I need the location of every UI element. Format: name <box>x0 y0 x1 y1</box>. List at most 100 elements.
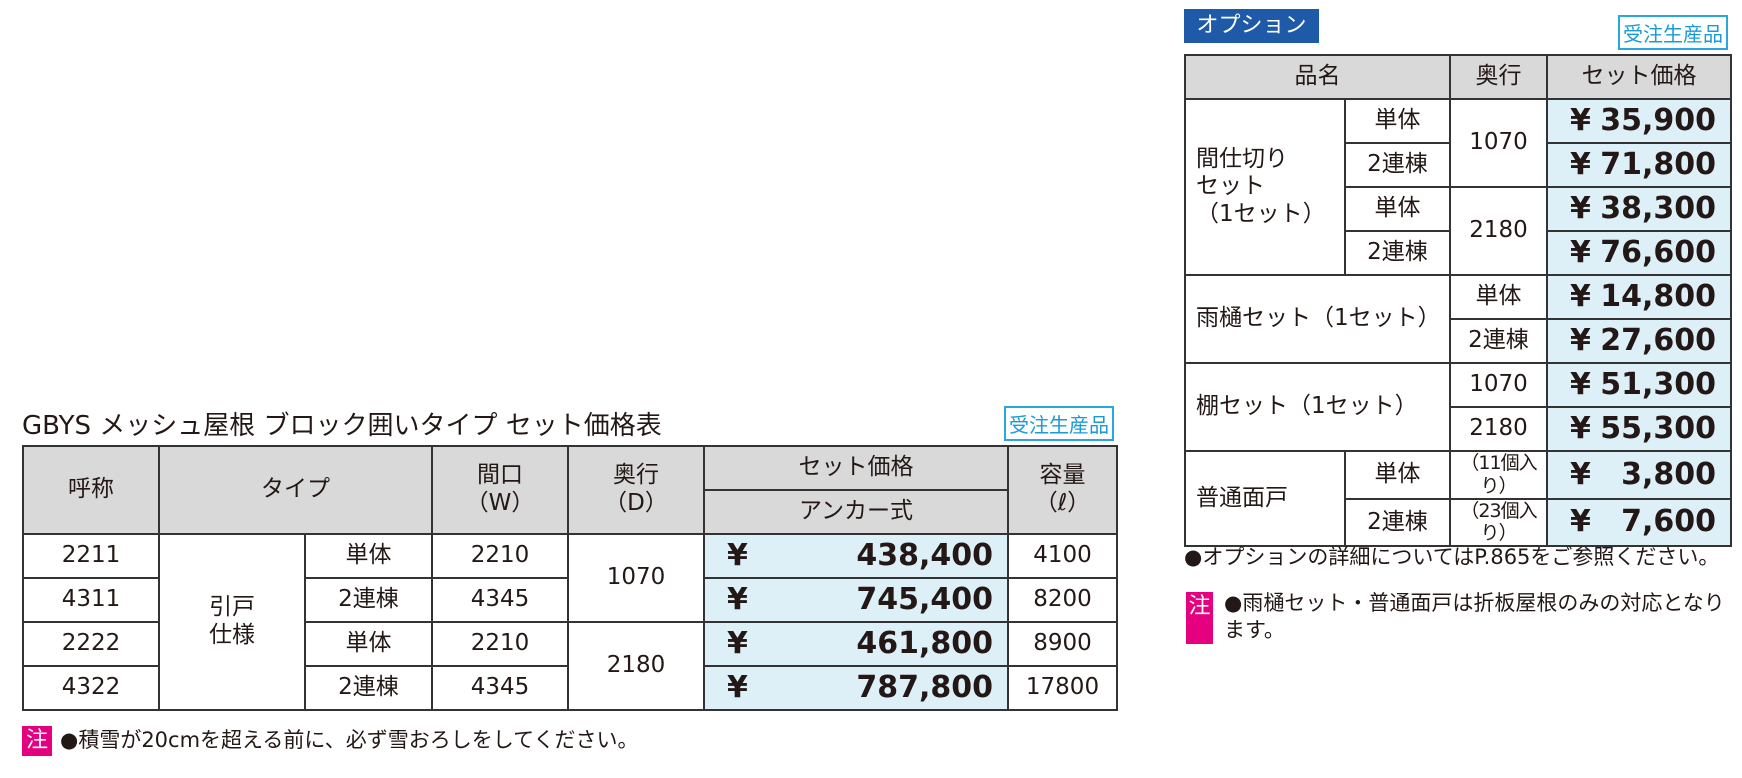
note-mark: 注 <box>1186 592 1213 644</box>
cell: 単体 <box>304 533 433 579</box>
price: ¥461,800 <box>705 626 1007 662</box>
amount: 3,800 <box>1621 456 1716 492</box>
cell: 8900 <box>1007 621 1118 667</box>
currency: ¥ <box>727 626 748 661</box>
cell: 普通面戸 <box>1184 449 1346 548</box>
cell: 8200 <box>1007 577 1118 623</box>
amount: 438,400 <box>856 538 993 573</box>
cell: 単体 <box>1449 274 1548 320</box>
header-cell: 奥行 （D） <box>567 445 705 535</box>
cell: 2210 <box>431 533 569 579</box>
price-table: 呼称 タイプ 間口 （W） 奥行 （D） セット価格 容量 （ℓ） アンカー式 2211 引… <box>22 445 1118 711</box>
cell: 1070 <box>1449 98 1548 188</box>
badge: 受注生産品 <box>1618 15 1728 50</box>
price: ¥51,300 <box>1548 367 1730 403</box>
amount: 51,300 <box>1600 367 1716 402</box>
cell: 17800 <box>1007 665 1118 711</box>
cell: 4345 <box>431 665 569 711</box>
price-cell: ¥71,800 <box>1546 142 1732 188</box>
price: ¥55,300 <box>1548 411 1730 447</box>
price-cell: ¥55,300 <box>1546 406 1732 452</box>
amount: 461,800 <box>856 626 993 661</box>
amount: 787,800 <box>856 670 993 705</box>
amount: 745,400 <box>856 582 993 617</box>
table-title: GBYS メッシュ屋根 ブロック囲いタイプ セット価格表 <box>22 411 662 441</box>
cell: 2連棟 <box>1344 497 1451 548</box>
cell: 2連棟 <box>1449 318 1548 364</box>
price: ¥787,800 <box>705 670 1007 706</box>
price-cell: ¥76,600 <box>1546 230 1732 276</box>
note: ●積雪が20cmを超える前に、必ず雪おろしをしてください。 <box>60 728 639 752</box>
header-cell: 呼称 <box>22 445 160 535</box>
price: ¥38,300 <box>1548 191 1730 227</box>
cell: 間仕切り セット （1セット） <box>1184 98 1346 276</box>
cell: 単体 <box>1344 450 1451 500</box>
cell: 2連棟 <box>304 665 433 711</box>
price-cell: ¥51,300 <box>1546 362 1732 408</box>
cell: 1070 <box>567 533 705 623</box>
header-cell: 容量 （ℓ） <box>1007 445 1118 535</box>
currency: ¥ <box>1570 147 1591 182</box>
price: ¥438,400 <box>705 538 1007 574</box>
cell: （23個入り） <box>1449 497 1548 548</box>
cell: 4311 <box>22 577 160 623</box>
amount: 76,600 <box>1600 235 1716 270</box>
header-cell: 品名 <box>1184 54 1451 100</box>
note: ●雨樋セット・普通面戸は折板屋根のみの対応となり ます。 <box>1224 591 1725 643</box>
cell: 2180 <box>1449 186 1548 276</box>
currency: ¥ <box>1570 279 1591 314</box>
currency: ¥ <box>727 538 748 573</box>
header-cell: セット価格 <box>1546 54 1732 100</box>
cell: 棚セット（1セット） <box>1184 362 1451 452</box>
currency: ¥ <box>1570 456 1591 492</box>
cell: 雨樋セット（1セット） <box>1184 274 1451 364</box>
note: ●オプションの詳細についてはP.865をご参照ください。 <box>1184 545 1720 569</box>
price: ¥3,800 <box>1548 457 1730 493</box>
price: ¥71,800 <box>1548 147 1730 183</box>
currency: ¥ <box>1570 367 1591 402</box>
amount: 7,600 <box>1621 504 1716 540</box>
price: ¥7,600 <box>1548 504 1730 540</box>
cell: 2180 <box>1449 406 1548 452</box>
price-cell: ¥35,900 <box>1546 98 1732 144</box>
price-cell: ¥461,800 <box>703 621 1009 667</box>
price: ¥27,600 <box>1548 323 1730 359</box>
note-mark: 注 <box>22 726 52 756</box>
cell: 2連棟 <box>1344 230 1451 276</box>
currency: ¥ <box>1570 504 1591 540</box>
cell: （11個入り） <box>1449 450 1548 500</box>
header-cell: セット価格 <box>703 445 1009 491</box>
cell: 引戸 仕様 <box>158 533 306 711</box>
currency: ¥ <box>727 670 748 705</box>
cell: 4345 <box>431 577 569 623</box>
cell: 4322 <box>22 665 160 711</box>
amount: 38,300 <box>1600 191 1716 226</box>
cell: 1070 <box>1449 362 1548 408</box>
amount: 35,900 <box>1600 103 1716 138</box>
currency: ¥ <box>1570 235 1591 270</box>
currency: ¥ <box>727 582 748 617</box>
price: ¥76,600 <box>1548 235 1730 271</box>
amount: 27,600 <box>1600 323 1716 358</box>
currency: ¥ <box>1570 411 1591 446</box>
cell: 2連棟 <box>304 577 433 623</box>
price-cell: ¥3,800 <box>1546 450 1732 500</box>
cell: 2180 <box>567 621 705 711</box>
header-cell: タイプ <box>158 445 433 535</box>
price-cell: ¥7,600 <box>1546 497 1732 548</box>
currency: ¥ <box>1570 323 1591 358</box>
currency: ¥ <box>1570 191 1591 226</box>
cell: 2210 <box>431 621 569 667</box>
price: ¥14,800 <box>1548 279 1730 315</box>
amount: 14,800 <box>1600 279 1716 314</box>
cell: 2連棟 <box>1344 142 1451 188</box>
price-cell: ¥14,800 <box>1546 274 1732 320</box>
amount: 55,300 <box>1600 411 1716 446</box>
price-cell: ¥745,400 <box>703 577 1009 623</box>
cell: 単体 <box>1344 98 1451 144</box>
badge: 受注生産品 <box>1004 406 1114 441</box>
amount: 71,800 <box>1600 147 1716 182</box>
price: ¥35,900 <box>1548 103 1730 139</box>
price-cell: ¥27,600 <box>1546 318 1732 364</box>
